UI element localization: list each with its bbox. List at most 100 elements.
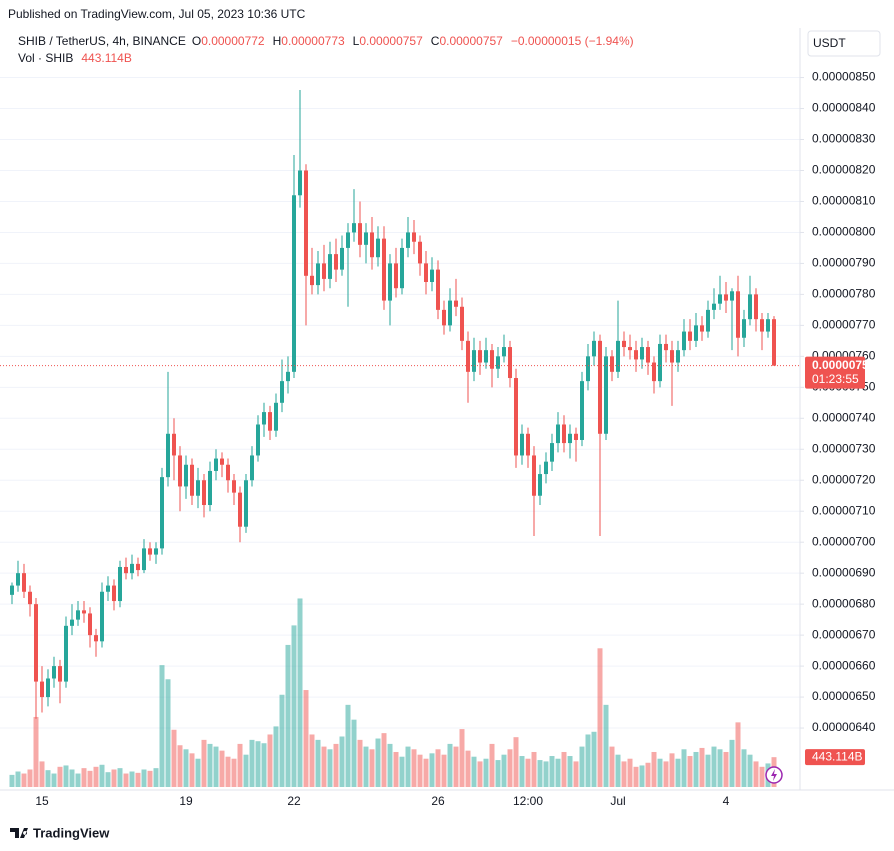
ohlc-value: 0.00000757 xyxy=(439,34,503,48)
volume-bar xyxy=(417,754,423,787)
candle-body xyxy=(514,378,518,456)
volume-bar xyxy=(747,754,753,787)
candle-body xyxy=(562,424,566,444)
candle-body xyxy=(382,238,386,301)
volume-bar xyxy=(363,746,369,787)
candle-body xyxy=(412,232,416,242)
volume-bar xyxy=(471,756,477,787)
ohlc-value: 0.00000773 xyxy=(281,34,345,48)
y-tick-label: 0.00000790 xyxy=(812,256,876,270)
ohlc-value: 0.00000772 xyxy=(201,34,265,48)
volume-bar xyxy=(129,771,135,787)
candle-body xyxy=(190,464,194,496)
candle-body xyxy=(172,433,176,456)
candle-body xyxy=(178,455,182,487)
candle-body xyxy=(22,573,26,592)
y-tick-label: 0.00000670 xyxy=(812,627,876,641)
candle-body xyxy=(478,350,482,363)
candle-body xyxy=(604,356,608,434)
volume-bar xyxy=(111,769,117,787)
volume-bar xyxy=(369,749,375,787)
price-axis: 0.00000640 0.00000650 0.00000660 0.00000670… xyxy=(800,70,876,734)
candle-body xyxy=(508,347,512,379)
volume-bar xyxy=(597,648,603,787)
candle-body xyxy=(724,294,728,301)
candle-body xyxy=(580,381,584,440)
volume-bar xyxy=(279,694,285,787)
candle-body xyxy=(394,263,398,289)
candle-body xyxy=(232,480,236,493)
volume-bar xyxy=(735,722,741,787)
volume-bar xyxy=(441,754,447,787)
volume-bar xyxy=(381,733,387,787)
candle-body xyxy=(694,325,698,341)
volume-bar xyxy=(357,739,363,787)
volume-bar xyxy=(459,729,465,787)
candle-body xyxy=(334,254,338,270)
volume-bar xyxy=(723,751,729,787)
volume-bar xyxy=(15,771,21,787)
currency-box[interactable] xyxy=(807,30,881,57)
currency-button[interactable]: USDT xyxy=(807,30,881,57)
candle-body xyxy=(70,619,74,626)
time-axis: 15 19 22 26 12:00 Jul 4 xyxy=(35,794,729,808)
candle-body xyxy=(370,232,374,258)
candle-body xyxy=(316,263,320,286)
candle-body xyxy=(730,291,734,301)
volume-bar xyxy=(405,746,411,787)
price-pane xyxy=(0,89,800,719)
symbol-title: SHIB / TetherUS, 4h, BINANCE xyxy=(18,34,186,48)
volume-bar xyxy=(483,758,489,787)
volume-bar xyxy=(729,739,735,787)
volume-bar xyxy=(93,766,99,787)
candle-body xyxy=(466,340,470,372)
volume-bar xyxy=(663,761,669,787)
logo xyxy=(10,828,28,838)
volume-bar xyxy=(555,758,561,787)
volume-bar xyxy=(519,756,525,787)
volume-bar xyxy=(45,770,51,787)
candle-body xyxy=(346,232,350,248)
candle-body xyxy=(484,350,488,363)
candle-body xyxy=(406,232,410,248)
candle-body xyxy=(400,247,404,289)
candle-body xyxy=(10,585,14,595)
candle-body xyxy=(256,424,260,456)
volume-pane xyxy=(9,598,777,787)
candle-body xyxy=(472,350,476,372)
candle-body xyxy=(268,412,272,431)
candle-body xyxy=(238,492,242,527)
currency-label[interactable]: USDT xyxy=(813,36,846,50)
volume-bar xyxy=(21,773,27,787)
candle-body xyxy=(208,470,212,506)
volume-bar xyxy=(393,751,399,787)
candle-body xyxy=(448,300,452,326)
volume-bar xyxy=(237,743,243,787)
candle-body xyxy=(532,455,536,496)
candle-body xyxy=(112,585,116,602)
candle-body xyxy=(568,433,572,444)
candle-body xyxy=(460,306,464,341)
ohlc-label: H xyxy=(273,34,282,48)
volume-bar xyxy=(669,753,675,787)
volume-bar xyxy=(105,772,111,787)
candle-body xyxy=(664,343,668,351)
volume-bar xyxy=(579,746,585,787)
volume-bar xyxy=(351,719,357,787)
y-tick-label: 0.00000660 xyxy=(812,658,876,672)
candle-body xyxy=(364,232,368,245)
volume-bar xyxy=(675,758,681,787)
candle-body xyxy=(634,350,638,360)
candle-body xyxy=(40,681,44,698)
volume-bar xyxy=(585,734,591,787)
candle-body xyxy=(676,350,680,363)
volume-bar xyxy=(681,749,687,787)
y-tick-label: 0.00000770 xyxy=(812,318,876,332)
candle-body xyxy=(772,319,776,366)
volume-bar xyxy=(339,736,345,787)
volume-bar xyxy=(207,743,213,787)
volume-bar xyxy=(147,770,153,787)
candle-body xyxy=(658,343,662,382)
candle-body xyxy=(742,319,746,338)
volume-value: 443.114B xyxy=(81,51,132,65)
